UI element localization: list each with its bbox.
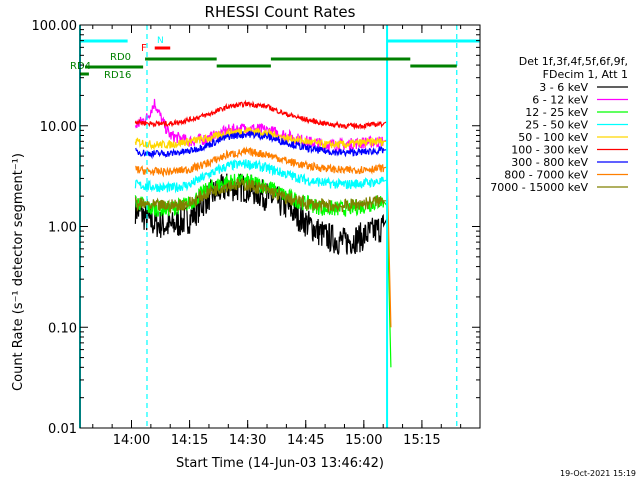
series-line-7 bbox=[135, 129, 387, 160]
y-tick-label-4: 10.00 bbox=[40, 120, 77, 135]
x-tick-label-6: 15:15 bbox=[403, 433, 440, 448]
x-tick-label-1: 14:00 bbox=[113, 433, 150, 448]
y-tick-label-3: 1.00 bbox=[48, 221, 77, 236]
legend-title-line-1: Det 1f,3f,4f,5f,6f,9f, bbox=[519, 55, 628, 68]
x-tick-label-2: 14:15 bbox=[171, 433, 208, 448]
series-line-6 bbox=[134, 99, 388, 131]
legend-label-2: 6 - 12 keV bbox=[532, 94, 588, 107]
flag-label-f: F bbox=[141, 43, 147, 54]
legend-label-5: 50 - 100 keV bbox=[518, 131, 588, 144]
y-tick-label-1: 0.01 bbox=[48, 422, 77, 437]
legend-title-line-2: FDecim 1, Att 1 bbox=[543, 68, 628, 81]
x-tick-label-5: 15:00 bbox=[345, 433, 382, 448]
decimation-label-rd4: RD4 bbox=[70, 61, 91, 72]
series-line-4 bbox=[134, 158, 388, 194]
legend-label-9: 7000 - 15000 keV bbox=[490, 181, 588, 194]
legend-label-1: 3 - 6 keV bbox=[539, 81, 588, 94]
axes: 0.01 0.10 1.00 10.00 100.00 14:00 14:15 14:30 14… bbox=[32, 19, 481, 448]
series-line-5 bbox=[134, 126, 387, 151]
decimation-label-rd0: RD0 bbox=[110, 52, 131, 63]
legend-label-3: 12 - 25 keV bbox=[525, 106, 588, 119]
legend-label-4: 25 - 50 keV bbox=[525, 119, 588, 132]
series-line-8 bbox=[135, 146, 392, 328]
y-tick-label-5: 100.00 bbox=[32, 19, 78, 34]
legend-label-7: 300 - 800 keV bbox=[511, 156, 588, 169]
series-line-9 bbox=[134, 178, 387, 215]
y-axis-label: Count Rate (s⁻¹ detector segment⁻¹) bbox=[11, 153, 26, 391]
timestamp: 19-Oct-2021 15:19 bbox=[560, 469, 636, 478]
x-tick-label-4: 14:45 bbox=[287, 433, 324, 448]
y-tick-label-2: 0.10 bbox=[48, 321, 77, 336]
chart-title: RHESSI Count Rates bbox=[205, 3, 356, 21]
x-tick-label-3: 14:30 bbox=[229, 433, 266, 448]
flag-label-n: N bbox=[157, 36, 164, 46]
legend-label-6: 100 - 300 keV bbox=[511, 144, 588, 157]
decimation-label-rd16: RD16 bbox=[104, 70, 131, 81]
legend-label-8: 800 - 7000 keV bbox=[504, 169, 588, 182]
legend: Det 1f,3f,4f,5f,6f,9f, FDecim 1, Att 1 3… bbox=[490, 55, 628, 194]
x-axis-label: Start Time (14-Jun-03 13:46:42) bbox=[176, 456, 384, 471]
plot-area bbox=[134, 98, 392, 368]
